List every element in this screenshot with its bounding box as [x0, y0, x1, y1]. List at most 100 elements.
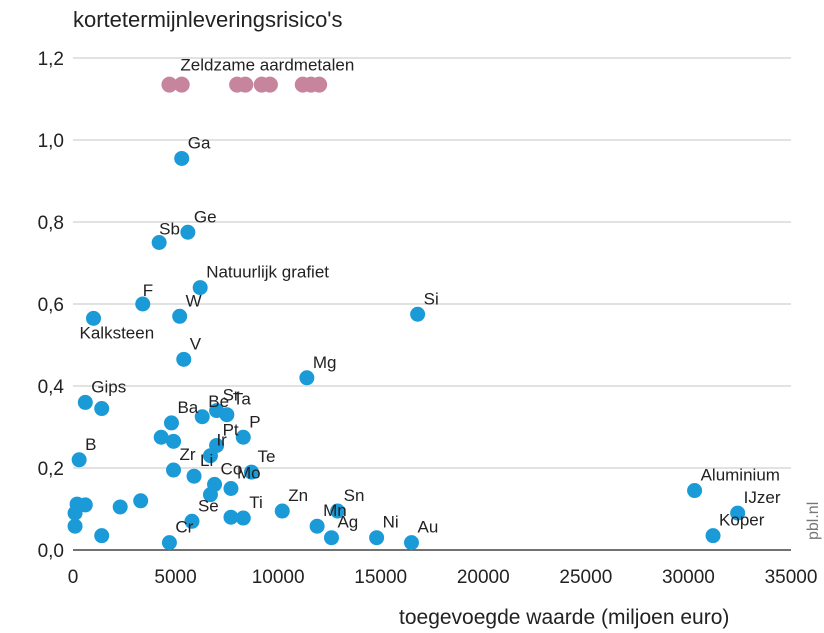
point-label: Mn: [323, 501, 347, 520]
data-point: [223, 481, 239, 496]
point-label: Cr: [175, 518, 193, 537]
point-label: Mg: [313, 353, 337, 372]
data-point: [223, 509, 239, 525]
point-label: B: [85, 435, 96, 454]
data-point: [202, 448, 218, 464]
data-point: [274, 503, 290, 519]
rare-earth-point: [237, 76, 254, 93]
data-point: [180, 224, 196, 240]
y-tick-label: 0,0: [38, 541, 64, 562]
data-point: [202, 487, 218, 503]
x-tick-label: 30000: [662, 567, 715, 588]
x-tick-label: 5000: [154, 567, 196, 588]
data-point: [174, 150, 190, 166]
y-tick-label: 0,2: [38, 459, 64, 480]
point-label: Aluminium: [701, 466, 780, 485]
x-tick-label: 20000: [457, 567, 510, 588]
data-point: [235, 429, 251, 445]
data-point: [330, 503, 346, 519]
point-label: Sn: [344, 486, 365, 505]
data-point: [94, 528, 110, 544]
y-tick-label: 0,6: [38, 295, 64, 316]
data-point: [67, 505, 83, 521]
data-point: [67, 518, 83, 534]
point-label: Be: [208, 392, 229, 411]
data-point: [86, 310, 102, 326]
data-point: [192, 280, 208, 296]
data-point: [176, 351, 192, 367]
gridlines: [73, 57, 791, 551]
point-label: Si: [424, 289, 439, 308]
point-label: Ag: [337, 513, 358, 532]
data-point: [705, 528, 721, 544]
pbl-watermark: pbl.nl: [805, 502, 822, 540]
rare-earth-label: Zeldzame aardmetalen: [180, 56, 354, 75]
rare-earth-group: Zeldzame aardmetalen: [161, 56, 354, 93]
data-point: [133, 493, 149, 509]
point-label: IJzer: [744, 488, 781, 507]
data-point: [77, 497, 93, 513]
data-point: [186, 468, 202, 484]
data-points: Ga Ge Sb Natuurlijk grafiet F W Kalksteen Si V Mg…: [67, 133, 781, 551]
point-label: Zn: [288, 486, 308, 505]
x-axis-label: toegevoegde waarde (miljoen euro): [399, 606, 729, 629]
data-point: [135, 296, 151, 312]
point-label: Natuurlijk grafiet: [206, 263, 329, 282]
data-point: [112, 499, 128, 515]
point-label: Au: [417, 518, 438, 537]
data-point: [323, 530, 339, 546]
point-label: Co: [221, 459, 243, 478]
data-point: [71, 452, 87, 468]
point-label: Pt: [223, 420, 239, 439]
y-axis-ticks: 0,0 0,2 0,4 0,6 0,8 1,0 1,2: [38, 49, 65, 562]
x-tick-label: 15000: [354, 567, 407, 588]
x-tick-label: 10000: [252, 567, 305, 588]
data-point: [184, 513, 200, 529]
point-label: Ta: [233, 390, 252, 409]
data-point: [235, 510, 251, 526]
data-point: [243, 464, 259, 480]
point-label: Kalksteen: [80, 323, 155, 342]
x-tick-label: 0: [68, 567, 79, 588]
rare-earth-point: [261, 76, 278, 93]
data-point: [194, 409, 210, 425]
data-point: [94, 401, 110, 417]
data-point: [369, 530, 385, 546]
point-label: Ga: [188, 133, 211, 152]
data-point: [161, 535, 177, 551]
y-tick-label: 0,8: [38, 213, 64, 234]
data-point: [166, 462, 182, 478]
data-point: [219, 407, 235, 423]
point-label: Ge: [194, 207, 217, 226]
point-label: Ir: [216, 431, 227, 450]
y-tick-label: 1,0: [38, 131, 64, 152]
point-label: Se: [198, 496, 219, 515]
data-point: [730, 505, 746, 521]
data-point: [687, 483, 703, 499]
data-point: [153, 429, 169, 445]
data-point: [151, 235, 167, 250]
point-label: Gips: [91, 377, 126, 396]
rare-earth-point: [311, 76, 328, 93]
data-point: [299, 370, 315, 386]
rare-earth-point: [161, 76, 178, 93]
data-point: [166, 433, 182, 449]
point-label: Ni: [383, 513, 399, 532]
data-point: [77, 394, 93, 410]
point-label: V: [190, 334, 202, 353]
data-point: [172, 308, 188, 324]
data-point: [309, 518, 325, 534]
point-label: W: [186, 291, 202, 310]
data-point: [163, 415, 179, 431]
point-label: Koper: [719, 511, 765, 530]
point-label: Zr: [180, 445, 196, 464]
rare-earth-point: [173, 76, 190, 93]
point-label: Li: [200, 451, 213, 470]
x-axis-ticks: 0 5000 10000 15000 20000 25000 30000 35000: [68, 567, 818, 588]
data-point: [410, 306, 426, 322]
point-label: F: [143, 281, 153, 300]
chart-title: kortetermijnleveringsrisico's: [73, 7, 343, 32]
data-point: [403, 535, 419, 551]
y-tick-label: 0,4: [38, 377, 65, 398]
